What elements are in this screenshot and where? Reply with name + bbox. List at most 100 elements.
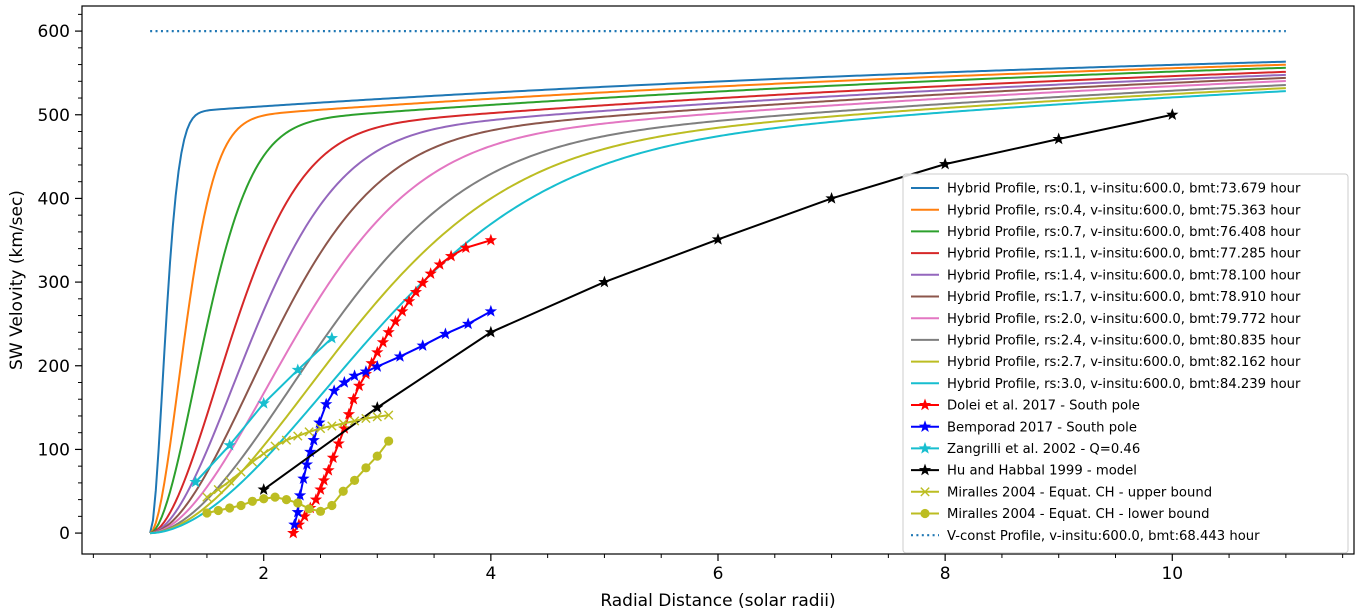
observation-series-2 (288, 304, 498, 530)
data-point (361, 463, 371, 473)
data-point (338, 486, 348, 496)
data-point (342, 407, 356, 420)
legend-entry-7: Hybrid Profile, rs:2.0, v-insitu:600.0, … (911, 312, 1301, 327)
data-point (484, 233, 498, 246)
data-point (287, 526, 300, 539)
data-point (293, 431, 303, 441)
hybrid-profile-line-9 (150, 87, 1286, 535)
data-point (359, 365, 373, 377)
data-point (315, 506, 326, 516)
legend-marker (918, 420, 932, 432)
y-tick-label: 100 (38, 440, 70, 460)
data-point (349, 416, 360, 426)
data-point (409, 285, 423, 298)
legend-entry-16: Miralles 2004 - Equat. CH - lower bound (911, 507, 1210, 522)
data-point (416, 276, 429, 289)
observation-series-6 (202, 436, 394, 518)
data-point (349, 475, 360, 485)
data-point (291, 363, 304, 376)
data-point (320, 397, 333, 410)
data-point (459, 241, 473, 254)
data-point (325, 331, 339, 344)
legend-label: Hybrid Profile, rs:2.4, v-insitu:600.0, … (947, 334, 1301, 349)
data-point (444, 249, 458, 262)
data-point (314, 483, 327, 495)
data-point (259, 494, 269, 504)
data-point (461, 317, 475, 330)
data-point (281, 435, 292, 445)
legend-label: Hybrid Profile, rs:2.0, v-insitu:600.0, … (947, 312, 1301, 327)
data-point (202, 492, 212, 502)
data-point (281, 495, 292, 505)
data-point (402, 294, 416, 307)
data-point (361, 413, 371, 424)
legend: Hybrid Profile, rs:0.1, v-insitu:600.0, … (902, 173, 1349, 554)
data-point (223, 438, 236, 451)
hybrid-profile-line-7 (150, 79, 1286, 535)
legend-entry-4: Hybrid Profile, rs:1.1, v-insitu:600.0, … (911, 247, 1301, 262)
y-tick-label: 500 (38, 106, 70, 126)
data-point (270, 492, 280, 502)
data-point (384, 436, 394, 446)
data-point (327, 500, 337, 511)
hybrid-profile-line-8 (150, 84, 1286, 535)
data-point (189, 475, 202, 488)
legend-label: Hybrid Profile, rs:3.0, v-insitu:600.0, … (947, 377, 1301, 392)
x-tick-label: 8 (940, 564, 951, 584)
data-point (338, 418, 348, 429)
data-point (236, 500, 246, 511)
data-point (371, 401, 384, 413)
legend-label: Hybrid Profile, rs:0.1, v-insitu:600.0, … (947, 182, 1301, 197)
data-point (424, 267, 437, 279)
data-point (327, 384, 341, 397)
legend-marker (920, 508, 930, 519)
data-point (247, 496, 257, 506)
legend-marker (918, 398, 932, 411)
x-axis-label: Radial Distance (solar radii) (600, 591, 835, 611)
legend-label: Hybrid Profile, rs:1.4, v-insitu:600.0, … (947, 268, 1301, 283)
legend-label: Bemporad 2017 - South pole (947, 420, 1137, 435)
data-point (202, 508, 212, 518)
data-point (293, 488, 307, 501)
legend-entry-9: Hybrid Profile, rs:2.7, v-insitu:600.0, … (911, 355, 1301, 370)
data-point (332, 437, 345, 449)
data-point (396, 304, 409, 317)
data-point (309, 493, 323, 505)
data-point (317, 473, 331, 486)
y-tick-label: 200 (38, 357, 70, 377)
data-point (327, 421, 337, 431)
observation-series-3 (189, 331, 339, 488)
hybrid-profile-line-10 (150, 90, 1286, 535)
legend-label: V-const Profile, v-insitu:600.0, bmt:68.… (947, 529, 1260, 544)
data-point (288, 518, 301, 530)
legend-entry-15: Miralles 2004 - Equat. CH - upper bound (911, 485, 1212, 500)
data-point (313, 416, 326, 428)
data-point (213, 484, 223, 495)
data-point (376, 335, 390, 348)
data-point (304, 427, 314, 437)
data-point (224, 476, 235, 486)
data-point (352, 379, 366, 392)
y-tick-label: 400 (38, 189, 70, 209)
data-point (322, 463, 335, 476)
legend-marker (918, 441, 932, 454)
data-point (389, 314, 402, 327)
data-point (259, 448, 269, 459)
data-point (293, 498, 303, 508)
data-point (484, 325, 498, 338)
legend-entry-13: Zangrilli et al. 2002 - Q=0.46 (911, 441, 1140, 457)
legend-entry-1: Hybrid Profile, rs:0.1, v-insitu:600.0, … (911, 182, 1301, 197)
legend-entry-3: Hybrid Profile, rs:0.7, v-insitu:600.0, … (911, 225, 1301, 240)
data-point (393, 350, 407, 362)
legend-marker (920, 487, 930, 497)
hybrid-profile-line-2 (149, 63, 1286, 534)
legend-label: Hybrid Profile, rs:1.1, v-insitu:600.0, … (947, 247, 1301, 262)
legend-label: Hybrid Profile, rs:1.7, v-insitu:600.0, … (947, 290, 1301, 305)
legend-marker (918, 463, 932, 476)
legend-entry-6: Hybrid Profile, rs:1.7, v-insitu:600.0, … (911, 290, 1301, 305)
data-point (383, 410, 394, 420)
x-tick-label: 4 (485, 564, 496, 584)
y-axis-label: SW Velovity (km/sec) (7, 190, 27, 370)
